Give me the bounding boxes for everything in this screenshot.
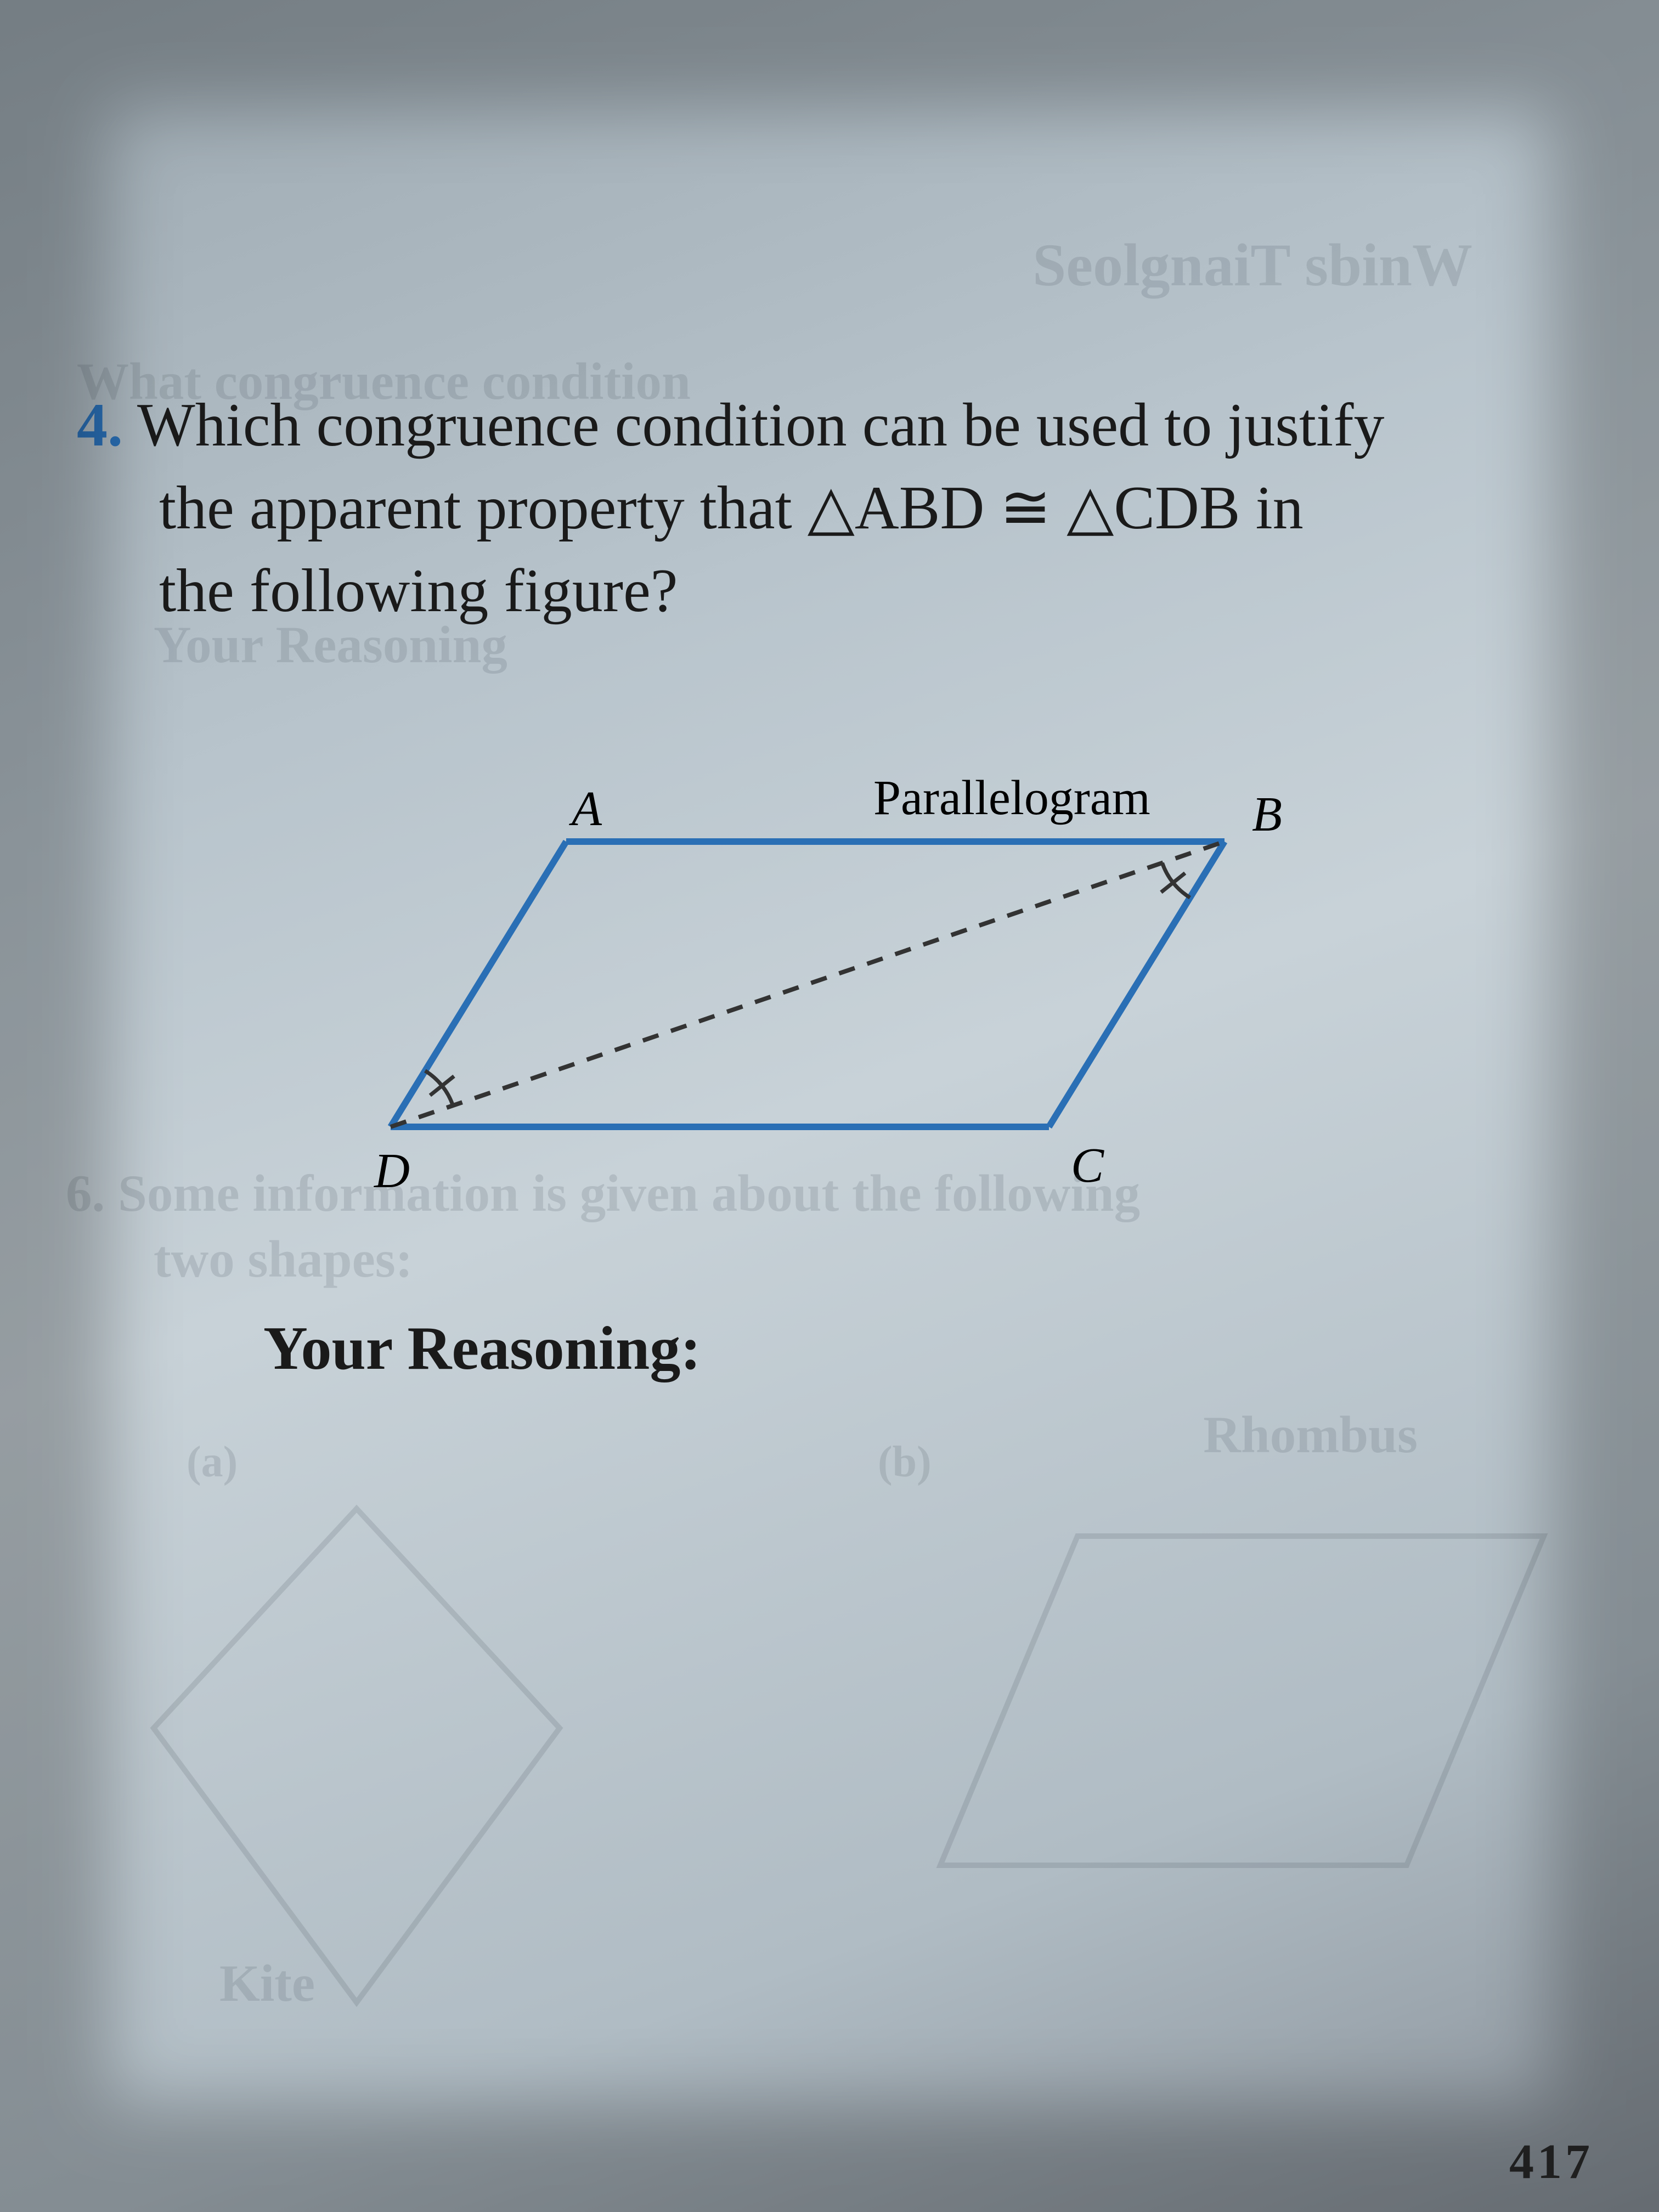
ghost-rhombus-shape: [913, 1481, 1571, 1920]
ghost-text-mid2: two shapes:: [154, 1229, 413, 1289]
parallelogram-figure: Parallelogram A B C D: [281, 776, 1378, 1226]
angle-tick-marks: [430, 873, 1185, 1095]
ghost-text-top: SeolgnaiT sbinW: [1032, 230, 1472, 300]
your-reasoning-label: Your Reasoning:: [263, 1313, 1604, 1384]
vertex-label-a: A: [569, 782, 602, 836]
ghost-text-label-a: (a): [187, 1437, 238, 1487]
diagonal-db: [391, 842, 1224, 1127]
textbook-page: SeolgnaiT sbinW What congruence conditio…: [0, 0, 1659, 2212]
page-number: 417: [1509, 2134, 1593, 2190]
ghost-text-rhombus: Rhombus: [1203, 1404, 1418, 1465]
ghost-text-kite: Kite: [219, 1953, 315, 2013]
ghost-kite-shape: [110, 1481, 603, 2030]
figure-container: Parallelogram A B C D: [55, 776, 1604, 1226]
vertex-label-c: C: [1071, 1138, 1104, 1193]
vertex-label-d: D: [373, 1144, 410, 1198]
question-line-3: the following figure?: [159, 550, 678, 633]
question-line-2: the apparent property that △ABD ≅ △CDB i…: [159, 467, 1304, 550]
question-line-1: Which congruence condition can be used t…: [137, 391, 1385, 459]
angle-marks: [425, 862, 1190, 1105]
figure-title: Parallelogram: [873, 776, 1150, 825]
question-block: 4. Which congruence condition can be use…: [55, 384, 1604, 633]
ghost-text-label-b: (b): [878, 1437, 932, 1487]
question-number: 4.: [77, 391, 123, 459]
vertex-label-b: B: [1252, 787, 1282, 842]
